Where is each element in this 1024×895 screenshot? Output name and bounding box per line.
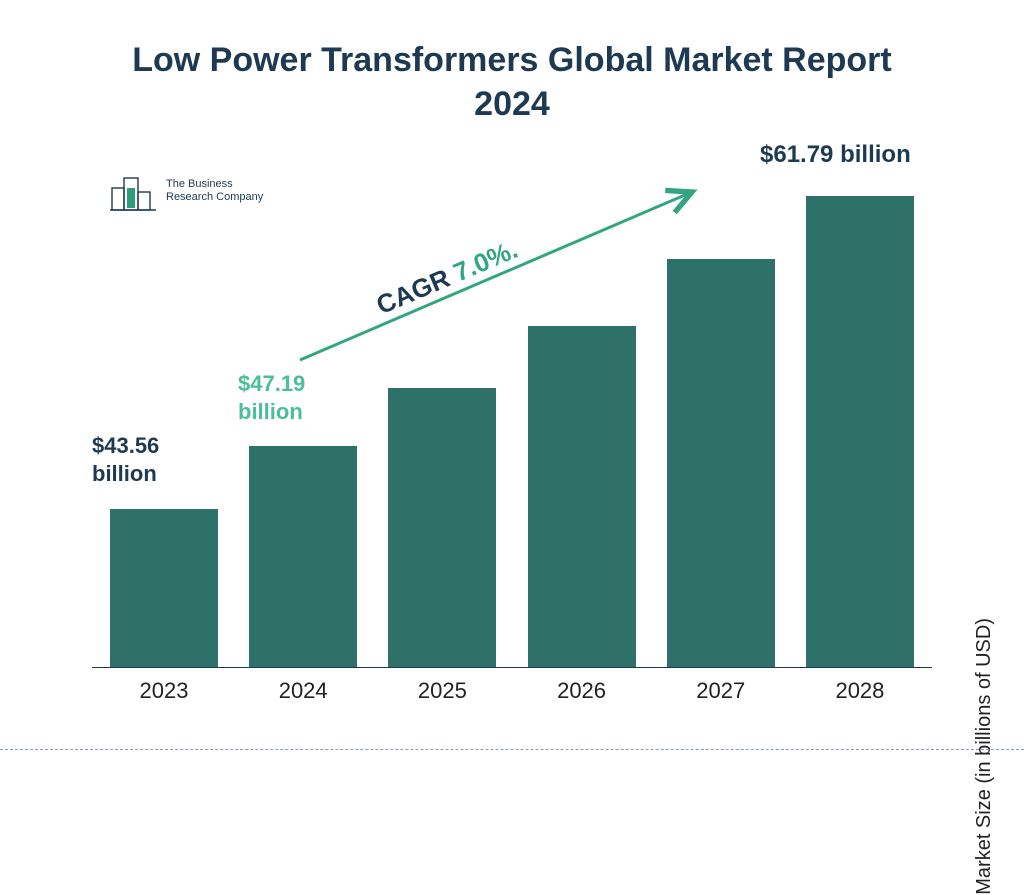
bar-group [110, 509, 218, 667]
x-tick-label: 2025 [388, 670, 496, 708]
y-axis-label: Market Size (in billions of USD) [973, 618, 996, 895]
bar [806, 196, 914, 667]
data-label: $47.19 billion [238, 370, 305, 425]
x-axis-line [92, 667, 932, 668]
bar-group [667, 259, 775, 667]
footer-divider [0, 749, 1024, 750]
bar [528, 326, 636, 667]
bar-group [388, 388, 496, 667]
bar [249, 446, 357, 667]
bar-group [249, 446, 357, 667]
bar [388, 388, 496, 667]
x-tick-label: 2024 [249, 670, 357, 708]
x-axis-labels: 2023 2024 2025 2026 2027 2028 [92, 670, 932, 708]
chart-title: Low Power Transformers Global Market Rep… [0, 38, 1024, 126]
data-label: $43.56 billion [92, 432, 159, 487]
x-tick-label: 2028 [806, 670, 914, 708]
bar [110, 509, 218, 667]
bar-group [806, 196, 914, 667]
x-tick-label: 2026 [528, 670, 636, 708]
bar [667, 259, 775, 667]
data-label: $61.79 billion [760, 140, 911, 170]
bar-group [528, 326, 636, 667]
x-tick-label: 2023 [110, 670, 218, 708]
x-tick-label: 2027 [667, 670, 775, 708]
